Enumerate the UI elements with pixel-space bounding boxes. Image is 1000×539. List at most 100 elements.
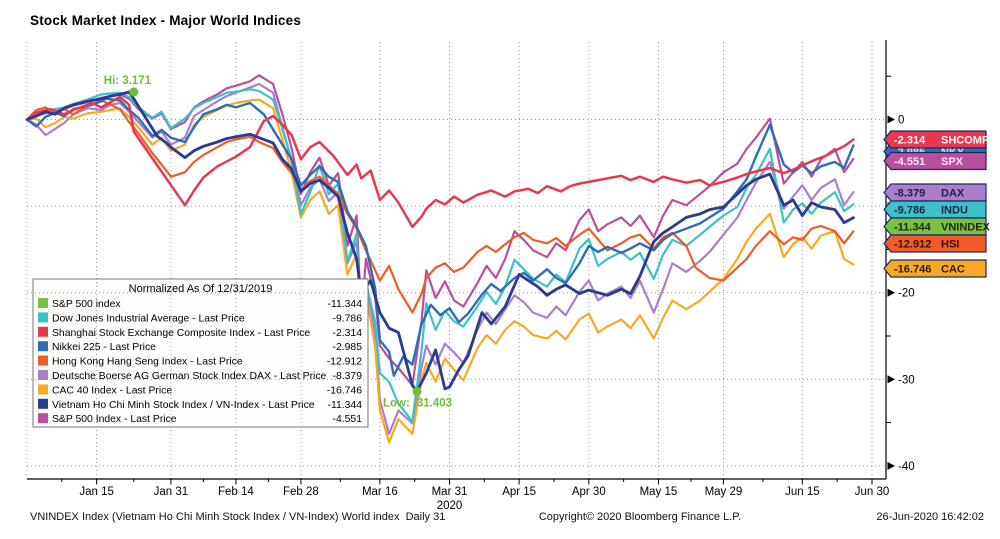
axis-label-value: -8.379 bbox=[894, 188, 925, 200]
axis-label-tag bbox=[883, 130, 987, 149]
y-tick-label: 0 bbox=[898, 115, 904, 127]
legend-swatch bbox=[38, 370, 48, 380]
legend-swatch bbox=[38, 326, 48, 337]
axis-label-value: -4.551 bbox=[894, 156, 925, 168]
footer-security-info: VNINDEX Index (Vietnam Ho Chi Minh Stock… bbox=[30, 511, 446, 523]
axis-label-tag bbox=[883, 234, 987, 253]
x-tick-label: Jun 15 bbox=[785, 486, 820, 498]
legend: Normalized As Of 12/31/2019 S&P 500 index… bbox=[32, 278, 369, 428]
legend-entry-name: Deutsche Boerse AG German Stock Index DA… bbox=[52, 371, 327, 382]
x-tick-label: May 15 bbox=[640, 486, 678, 498]
axis-label-tag bbox=[883, 200, 987, 219]
page-title: Stock Market Index - Major World Indices bbox=[30, 13, 302, 28]
x-tick-label: Jan 15 bbox=[79, 486, 114, 498]
legend-entry-value: -9.786 bbox=[333, 313, 363, 324]
series-lines bbox=[25, 74, 855, 444]
y-tick-arrow-icon bbox=[887, 375, 895, 384]
axis-label-tag bbox=[883, 259, 987, 278]
x-tick-label: Apr 15 bbox=[502, 486, 536, 498]
axis-label-ticker: INDU bbox=[941, 205, 968, 217]
axis-label-tag bbox=[883, 217, 987, 236]
legend-entry-name: Hong Kong Hang Seng Index - Last Price bbox=[52, 357, 243, 368]
x-tick-label: May 29 bbox=[705, 486, 743, 498]
gridlines bbox=[34, 280, 367, 426]
annotations: Hi: 3.171 Low: -31.403 bbox=[104, 75, 452, 409]
series-line-NKY bbox=[25, 97, 855, 377]
legend-entry-value: -12.912 bbox=[327, 357, 362, 368]
legend-swatch bbox=[38, 355, 48, 366]
legend-swatch bbox=[38, 341, 48, 352]
axis-label-ticker: SHCOMP bbox=[941, 135, 989, 147]
low-marker-icon bbox=[412, 386, 422, 396]
axis-label-INDU: -9.786 INDU bbox=[883, 200, 987, 219]
x-tick-label: Jun 30 bbox=[855, 486, 890, 498]
x-tick-label: Apr 30 bbox=[572, 486, 606, 498]
axis-label-SHCOMP: -2.314 SHCOMP bbox=[883, 130, 989, 149]
series-line-VNINDEX bbox=[25, 90, 855, 393]
legend-entry-name: Dow Jones Industrial Average - Last Pric… bbox=[52, 313, 245, 324]
axis-label-CAC: -16.746 CAC bbox=[883, 259, 987, 278]
y-tick-label: -40 bbox=[898, 461, 915, 473]
series-line-SPX bbox=[25, 74, 855, 387]
legend-entry-name: Shanghai Stock Exchange Composite Index … bbox=[52, 328, 310, 339]
axis-label-SPX: -4.551 SPX bbox=[883, 151, 987, 171]
legend-swatch bbox=[38, 384, 48, 395]
axis-label-DAX: -8.379 DAX bbox=[883, 183, 987, 202]
series-line-INDU bbox=[25, 88, 855, 423]
y-tick-arrow-icon bbox=[887, 461, 895, 470]
axis-label-VNINDEX: -11.344 VNINDEX bbox=[883, 217, 991, 236]
x-tick-label: Feb 28 bbox=[283, 486, 319, 498]
legend-entry-name: S&P 500 Index - Last Price bbox=[52, 414, 177, 425]
x-tick-label: Jan 31 bbox=[154, 486, 189, 498]
hi-label: Hi: 3.171 bbox=[104, 75, 152, 87]
legend-box[interactable] bbox=[32, 278, 369, 428]
legend-title: Normalized As Of 12/31/2019 bbox=[129, 283, 273, 295]
axis-label-value: -16.746 bbox=[894, 264, 931, 276]
y-tick-arrow-icon bbox=[887, 115, 895, 124]
axis-label-ticker: SPX bbox=[941, 156, 964, 168]
legend-entry-value: -11.344 bbox=[328, 400, 363, 411]
series-line-SHCOMP bbox=[25, 95, 855, 229]
axis-price-labels: -2.985NKY-2.314SHCOMP-4.551SPX-8.379DAX-… bbox=[883, 130, 991, 278]
footer-copyright: Copyright© 2020 Bloomberg Finance L.P. bbox=[538, 511, 742, 523]
y-tick-arrow-icon bbox=[887, 288, 895, 297]
footer-timestamp: 26-Jun-2020 16:42:02 bbox=[876, 511, 984, 523]
legend-swatch bbox=[38, 298, 48, 308]
axis-label-ticker: HSI bbox=[941, 239, 959, 251]
legend-entry-value: -16.746 bbox=[327, 385, 362, 396]
x-tick-label: Feb 14 bbox=[218, 486, 254, 498]
legend-swatch bbox=[38, 312, 48, 323]
legend-entry-value: -8.379 bbox=[333, 371, 363, 382]
axis-label-value: -2.314 bbox=[894, 135, 926, 147]
legend-swatch bbox=[38, 413, 48, 424]
legend-entry-value: -2.314 bbox=[333, 328, 363, 339]
legend-entry-value: -2.985 bbox=[333, 342, 363, 353]
axis-label-tag bbox=[883, 151, 987, 171]
legend-entry-value: -4.551 bbox=[333, 414, 363, 425]
series-line-HSI bbox=[25, 99, 855, 314]
axis-label-value: -11.344 bbox=[894, 222, 932, 234]
axis-label-value: -9.786 bbox=[894, 205, 925, 217]
legend-entry-value: -11.344 bbox=[328, 299, 363, 310]
axis-label-ticker: CAC bbox=[941, 264, 965, 276]
legend-entry-name: S&P 500 index bbox=[52, 299, 121, 310]
axis-label-ticker: DAX bbox=[941, 188, 965, 200]
axis-label-HSI: -12.912 HSI bbox=[883, 234, 987, 253]
axes: Jan 15 Jan 31 Feb 14 Feb 28 Mar 16 Mar 31 2020… bbox=[27, 40, 915, 512]
legend-entry-name: Vietnam Ho Chi Minh Stock Index / VN-Ind… bbox=[52, 400, 315, 411]
hi-marker-icon bbox=[129, 87, 139, 97]
legend-swatch bbox=[38, 398, 48, 409]
series-line-DAX bbox=[25, 82, 855, 435]
x-tick-label: Mar 31 bbox=[432, 486, 468, 498]
x-axis-year-label: 2020 bbox=[437, 500, 463, 512]
axis-label-tag bbox=[883, 183, 987, 202]
y-tick-label: -20 bbox=[898, 288, 915, 300]
x-tick-label: Mar 16 bbox=[362, 486, 398, 498]
axis-label-ticker: VNINDEX bbox=[941, 222, 991, 234]
low-label: Low: -31.403 bbox=[383, 397, 452, 409]
legend-entry-name: CAC 40 Index - Last Price bbox=[52, 385, 172, 396]
axis-label-value: -12.912 bbox=[894, 239, 931, 251]
y-tick-label: -30 bbox=[898, 374, 915, 386]
